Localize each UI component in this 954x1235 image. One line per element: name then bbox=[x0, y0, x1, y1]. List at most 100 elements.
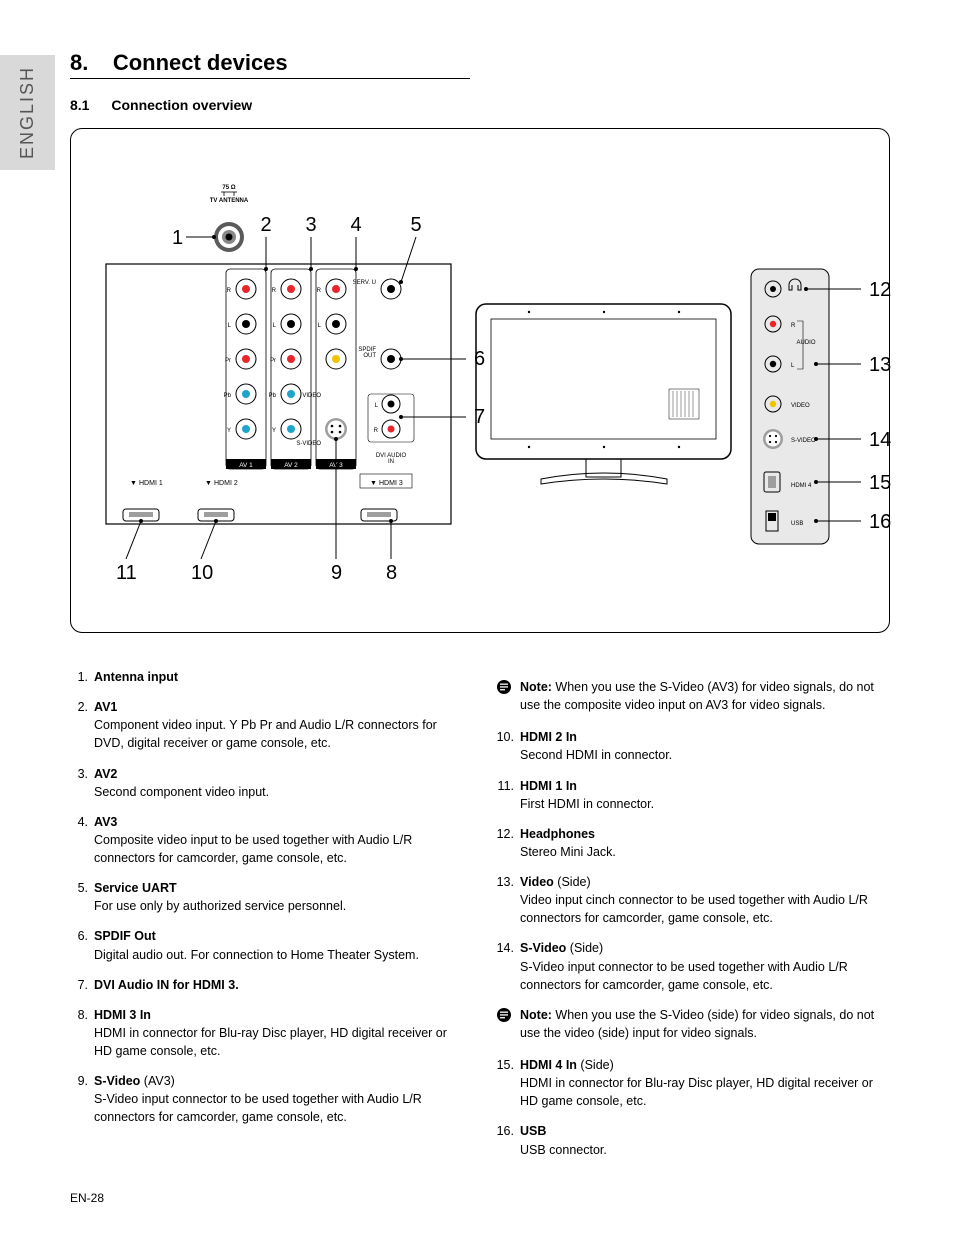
item-desc: Stereo Mini Jack. bbox=[520, 843, 894, 861]
svg-text:AUDIO: AUDIO bbox=[796, 340, 815, 346]
connector-item: 8.HDMI 3 InHDMI in connector for Blu-ray… bbox=[90, 1006, 468, 1060]
svg-text:S-VIDEO: S-VIDEO bbox=[296, 441, 321, 447]
svg-text:Y: Y bbox=[227, 428, 231, 434]
svg-text:VIDEO: VIDEO bbox=[791, 403, 810, 409]
section-name: Connect devices bbox=[113, 50, 288, 75]
subsection-name: Connection overview bbox=[111, 97, 252, 113]
item-number: 4. bbox=[70, 813, 88, 831]
svg-text:▼: ▼ bbox=[205, 480, 212, 487]
item-suffix: (Side) bbox=[577, 1058, 614, 1072]
item-desc: Composite video input to be used togethe… bbox=[94, 831, 468, 867]
connector-item: 15.HDMI 4 In (Side)HDMI in connector for… bbox=[516, 1056, 894, 1110]
connector-item: 6.SPDIF OutDigital audio out. For connec… bbox=[90, 927, 468, 963]
connector-item: 16.USBUSB connector. bbox=[516, 1122, 894, 1158]
item-term: Headphones bbox=[520, 827, 595, 841]
svg-text:Pb: Pb bbox=[269, 393, 277, 399]
language-tab: ENGLISH bbox=[0, 55, 55, 170]
svg-text:R: R bbox=[374, 428, 379, 434]
item-number: 2. bbox=[70, 698, 88, 716]
svg-text:HDMI 1: HDMI 1 bbox=[139, 480, 163, 487]
svg-text:4: 4 bbox=[350, 214, 361, 236]
connector-item: 2.AV1Component video input. Y Pb Pr and … bbox=[90, 698, 468, 752]
item-term: HDMI 4 In bbox=[520, 1058, 577, 1072]
svg-text:▼: ▼ bbox=[370, 480, 377, 487]
svg-text:15: 15 bbox=[869, 472, 891, 494]
item-number: 1. bbox=[70, 668, 88, 686]
subsection-number: 8.1 bbox=[70, 97, 89, 113]
connector-item: 5.Service UARTFor use only by authorized… bbox=[90, 879, 468, 915]
item-number: 14. bbox=[496, 939, 514, 957]
connection-diagram: 75 Ω TV ANTENNA 1 R L Pr Pb Y AV 1 R L P… bbox=[70, 128, 890, 633]
svg-text:5: 5 bbox=[410, 214, 421, 236]
item-number: 12. bbox=[496, 825, 514, 843]
svg-text:6: 6 bbox=[474, 348, 485, 370]
item-suffix: (AV3) bbox=[140, 1074, 175, 1088]
item-desc: Second component video input. bbox=[94, 783, 468, 801]
svg-text:R: R bbox=[227, 288, 232, 294]
connector-item: 9.S-Video (AV3)S-Video input connector t… bbox=[90, 1072, 468, 1126]
svg-text:USB: USB bbox=[791, 521, 803, 527]
connector-item: 1.Antenna input bbox=[90, 668, 468, 686]
connector-item: 7.DVI Audio IN for HDMI 3. bbox=[90, 976, 468, 994]
item-term: HDMI 1 In bbox=[520, 779, 577, 793]
item-term: AV2 bbox=[94, 767, 117, 781]
item-term: AV1 bbox=[94, 700, 117, 714]
connector-list-right-b: 15.HDMI 4 In (Side)HDMI in connector for… bbox=[496, 1056, 894, 1159]
note-1-text: Note: When you use the S-Video (AV3) for… bbox=[520, 678, 894, 714]
svg-text:SERV. U: SERV. U bbox=[353, 280, 376, 286]
svg-text:8: 8 bbox=[386, 562, 397, 584]
connector-item: 14.S-Video (Side)S-Video input connector… bbox=[516, 939, 894, 993]
svg-text:Pr: Pr bbox=[225, 358, 231, 364]
svg-text:L: L bbox=[273, 323, 277, 329]
connector-item: 12.HeadphonesStereo Mini Jack. bbox=[516, 825, 894, 861]
item-term: USB bbox=[520, 1124, 546, 1138]
left-column: 1.Antenna input2.AV1Component video inpu… bbox=[70, 668, 468, 1171]
svg-text:DVI AUDIOIN: DVI AUDIOIN bbox=[376, 453, 407, 465]
svg-text:7: 7 bbox=[474, 406, 485, 428]
note-icon bbox=[496, 1007, 512, 1023]
item-desc: Component video input. Y Pb Pr and Audio… bbox=[94, 716, 468, 752]
item-desc: For use only by authorized service perso… bbox=[94, 897, 468, 915]
svg-text:Y: Y bbox=[272, 428, 276, 434]
item-desc: HDMI in connector for Blu-ray Disc playe… bbox=[94, 1024, 468, 1060]
item-term: S-Video bbox=[94, 1074, 140, 1088]
section-title: 8. Connect devices bbox=[70, 50, 470, 79]
svg-text:75 Ω: 75 Ω bbox=[222, 185, 235, 191]
item-desc: S-Video input connector to be used toget… bbox=[94, 1090, 468, 1126]
item-term: Video bbox=[520, 875, 554, 889]
svg-text:Pb: Pb bbox=[224, 393, 232, 399]
item-desc: Second HDMI in connector. bbox=[520, 746, 894, 764]
svg-text:▼: ▼ bbox=[130, 480, 137, 487]
connector-list-left: 1.Antenna input2.AV1Component video inpu… bbox=[70, 668, 468, 1127]
svg-text:3: 3 bbox=[305, 214, 316, 236]
svg-text:AV 1: AV 1 bbox=[239, 462, 253, 469]
item-number: 16. bbox=[496, 1122, 514, 1140]
connector-item: 11.HDMI 1 InFirst HDMI in connector. bbox=[516, 777, 894, 813]
svg-text:9: 9 bbox=[331, 562, 342, 584]
svg-text:14: 14 bbox=[869, 429, 891, 451]
item-desc: HDMI in connector for Blu-ray Disc playe… bbox=[520, 1074, 894, 1110]
note-2: Note: When you use the S-Video (side) fo… bbox=[496, 1006, 894, 1042]
item-suffix: (Side) bbox=[554, 875, 591, 889]
item-desc: S-Video input connector to be used toget… bbox=[520, 958, 894, 994]
item-number: 8. bbox=[70, 1006, 88, 1024]
svg-text:S-VIDEO: S-VIDEO bbox=[791, 438, 816, 444]
note-icon bbox=[496, 679, 512, 695]
svg-text:1: 1 bbox=[172, 227, 183, 249]
svg-text:13: 13 bbox=[869, 354, 891, 376]
note-1: Note: When you use the S-Video (AV3) for… bbox=[496, 678, 894, 714]
svg-text:Pr: Pr bbox=[270, 358, 276, 364]
connector-item: 3.AV2Second component video input. bbox=[90, 765, 468, 801]
description-columns: 1.Antenna input2.AV1Component video inpu… bbox=[70, 668, 894, 1171]
svg-text:AV 2: AV 2 bbox=[284, 462, 298, 469]
item-number: 9. bbox=[70, 1072, 88, 1090]
item-term: DVI Audio IN for HDMI 3. bbox=[94, 978, 239, 992]
svg-text:10: 10 bbox=[191, 562, 213, 584]
item-desc: Digital audio out. For connection to Hom… bbox=[94, 946, 468, 964]
svg-text:2: 2 bbox=[260, 214, 271, 236]
connector-list-right-a: 10.HDMI 2 InSecond HDMI in connector.11.… bbox=[496, 728, 894, 994]
item-term: HDMI 3 In bbox=[94, 1008, 151, 1022]
item-number: 6. bbox=[70, 927, 88, 945]
subsection-title: 8.1 Connection overview bbox=[70, 97, 894, 113]
svg-text:11: 11 bbox=[116, 562, 137, 584]
